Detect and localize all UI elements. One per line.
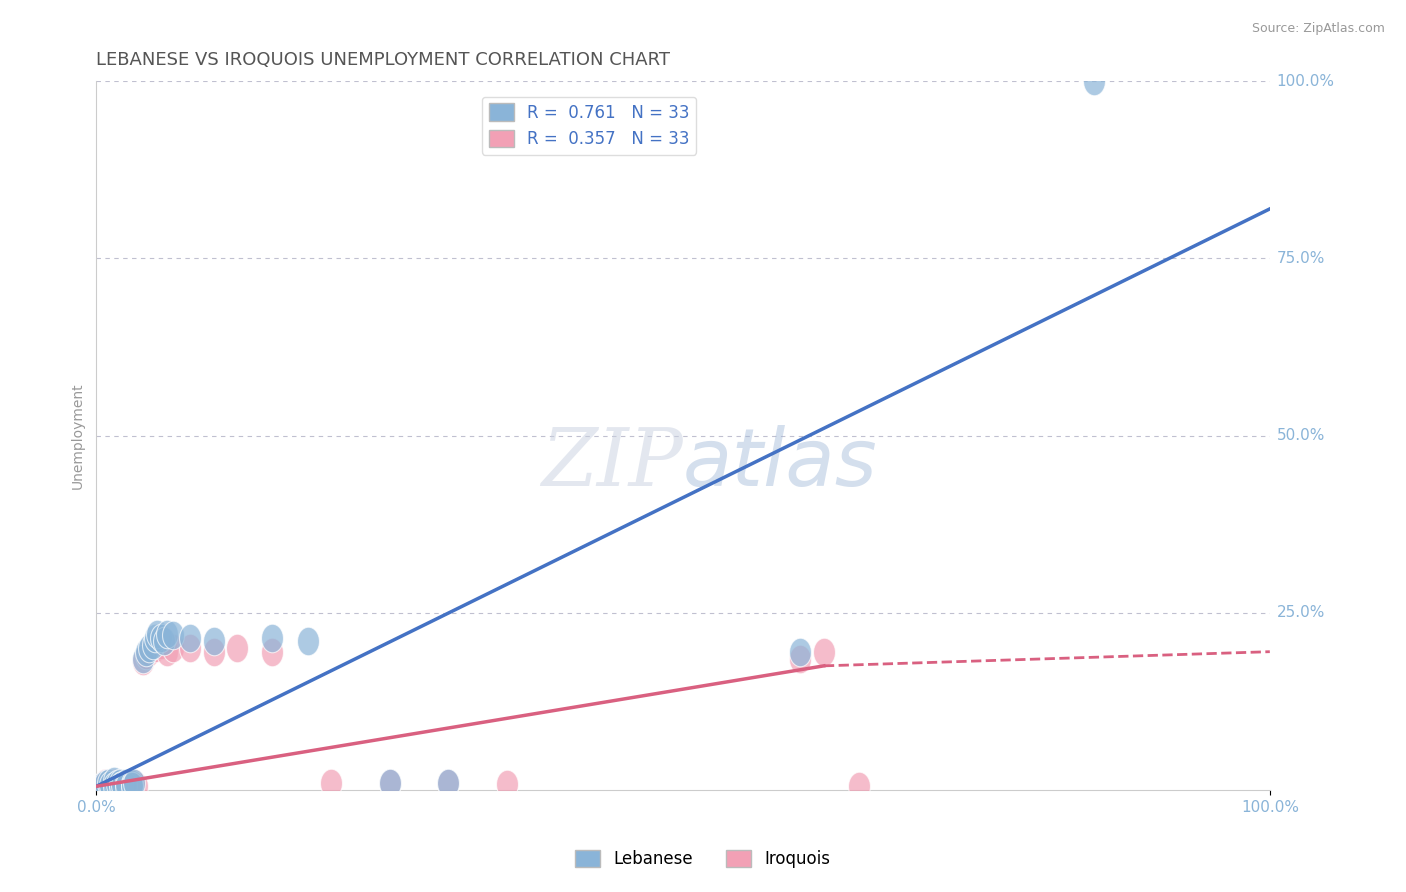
Text: atlas: atlas <box>683 425 877 503</box>
Point <box>93 776 115 790</box>
Point <box>121 779 143 793</box>
Point <box>103 780 125 795</box>
Point <box>789 645 811 659</box>
Legend: Lebanese, Iroquois: Lebanese, Iroquois <box>568 843 838 875</box>
Text: 100.0%: 100.0% <box>1277 74 1334 89</box>
Point <box>127 779 149 793</box>
Point <box>114 776 136 790</box>
Point <box>202 645 225 659</box>
Text: 25.0%: 25.0% <box>1277 605 1324 620</box>
Point <box>156 645 179 659</box>
Point <box>138 641 160 656</box>
Text: 75.0%: 75.0% <box>1277 251 1324 266</box>
Point <box>108 780 131 795</box>
Point <box>848 779 870 793</box>
Point <box>91 779 114 793</box>
Text: 50.0%: 50.0% <box>1277 428 1324 443</box>
Point <box>179 631 201 645</box>
Point <box>1083 74 1105 88</box>
Point <box>114 779 136 793</box>
Point <box>153 634 176 648</box>
Point <box>437 776 460 790</box>
Point <box>103 779 125 793</box>
Point <box>156 627 179 641</box>
Point <box>103 776 125 790</box>
Legend: R =  0.761   N = 33, R =  0.357   N = 33: R = 0.761 N = 33, R = 0.357 N = 33 <box>482 96 696 155</box>
Point <box>789 652 811 666</box>
Point <box>162 641 184 656</box>
Point <box>179 641 201 656</box>
Point <box>114 777 136 791</box>
Point <box>97 776 120 790</box>
Point <box>108 776 131 790</box>
Point <box>496 777 519 791</box>
Point <box>149 638 172 652</box>
Point <box>122 776 145 790</box>
Y-axis label: Unemployment: Unemployment <box>72 383 86 489</box>
Point <box>262 631 284 645</box>
Point <box>142 638 165 652</box>
Point <box>135 645 157 659</box>
Point <box>93 777 115 791</box>
Point <box>146 627 169 641</box>
Point <box>121 779 143 793</box>
Point <box>97 779 120 793</box>
Point <box>143 641 166 656</box>
Point <box>378 776 401 790</box>
Point <box>149 631 172 645</box>
Point <box>100 778 122 792</box>
Text: ZIP: ZIP <box>541 425 683 503</box>
Point <box>108 777 131 791</box>
Point <box>108 779 131 793</box>
Point <box>132 652 155 666</box>
Text: LEBANESE VS IROQUOIS UNEMPLOYMENT CORRELATION CHART: LEBANESE VS IROQUOIS UNEMPLOYMENT CORREL… <box>97 51 671 69</box>
Point <box>378 776 401 790</box>
Point <box>262 645 284 659</box>
Point <box>122 776 145 790</box>
Point <box>319 776 342 790</box>
Point <box>91 779 114 793</box>
Point <box>107 779 129 793</box>
Point <box>111 778 134 792</box>
Point <box>132 654 155 668</box>
Point <box>162 628 184 642</box>
Point <box>107 777 129 791</box>
Point <box>437 776 460 790</box>
Point <box>138 645 160 659</box>
Point <box>118 780 141 794</box>
Point <box>135 648 157 663</box>
Point <box>111 779 134 793</box>
Point <box>226 641 249 656</box>
Point <box>103 774 125 789</box>
Point <box>202 634 225 648</box>
Point <box>813 645 835 659</box>
Point <box>143 631 166 645</box>
Text: Source: ZipAtlas.com: Source: ZipAtlas.com <box>1251 22 1385 36</box>
Point <box>297 634 319 648</box>
Point <box>121 777 143 791</box>
Point <box>100 777 122 791</box>
